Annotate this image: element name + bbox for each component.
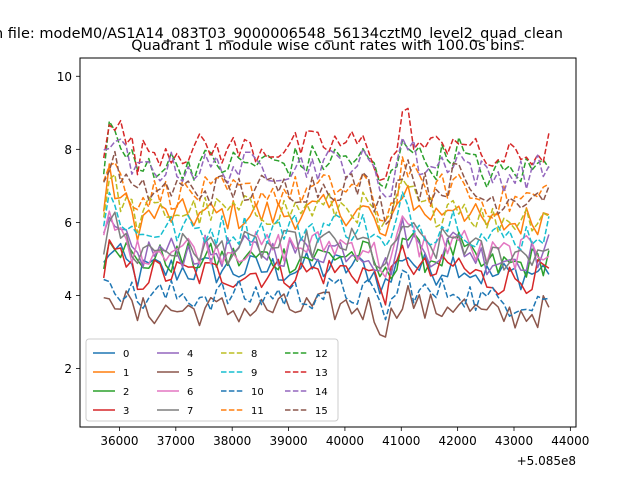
series-lines — [102, 107, 550, 338]
legend-label-1: 1 — [123, 368, 129, 379]
legend-label-12: 12 — [315, 349, 328, 360]
y-axis: 2 4 6 8 10 — [57, 70, 80, 376]
series-line-8 — [102, 173, 550, 234]
x-tick-label: 36000 — [100, 434, 138, 448]
y-tick-label: 10 — [57, 70, 72, 84]
plot-frame — [79, 57, 577, 428]
series-line-3 — [102, 239, 550, 306]
series-line-5 — [103, 284, 550, 338]
series-line-7 — [102, 211, 550, 271]
legend-label-2: 2 — [123, 387, 129, 398]
legend-label-14: 14 — [315, 387, 328, 398]
legend-label-5: 5 — [187, 368, 193, 379]
legend-label-11: 11 — [251, 406, 264, 417]
legend-label-10: 10 — [251, 387, 264, 398]
legend-label-9: 9 — [251, 368, 257, 379]
legend-label-6: 6 — [187, 387, 193, 398]
x-tick-label: 38000 — [213, 434, 251, 448]
series-line-12 — [102, 120, 550, 189]
x-tick-label: 37000 — [157, 434, 195, 448]
x-tick-label: 40000 — [326, 434, 364, 448]
legend-box — [85, 338, 339, 422]
y-tick-label: 6 — [64, 216, 72, 230]
series-line-11 — [102, 156, 550, 222]
y-tick-label: 4 — [64, 289, 72, 303]
legend-label-7: 7 — [187, 406, 193, 417]
x-tick-label: 39000 — [269, 434, 307, 448]
legend-label-3: 3 — [123, 406, 129, 417]
x-tick-label: 42000 — [439, 434, 477, 448]
x-offset-label: +5.085e8 — [517, 454, 576, 468]
series-line-10 — [103, 269, 550, 321]
y-tick-label: 2 — [64, 362, 72, 376]
figure-suptitle: n file: modeM0/AS1A14_083T03_9000006548_… — [0, 26, 563, 42]
x-axis: 36000 37000 38000 39000 40000 41000 42000 43000… — [100, 427, 589, 448]
legend-label-13: 13 — [315, 368, 328, 379]
legend-label-0: 0 — [123, 349, 129, 360]
y-tick-label: 8 — [64, 143, 72, 157]
legend-label-15: 15 — [315, 406, 328, 417]
chart-title: Quadrant 1 module wise count rates with … — [131, 38, 525, 54]
x-tick-label: 43000 — [495, 434, 533, 448]
x-tick-label: 41000 — [382, 434, 420, 448]
series-line-6 — [102, 210, 550, 278]
series-line-14 — [103, 137, 550, 198]
legend-label-8: 8 — [251, 349, 257, 360]
series-line-9 — [102, 191, 550, 251]
legend-label-4: 4 — [187, 349, 193, 360]
x-tick-label: 44000 — [551, 434, 589, 448]
series-line-13 — [102, 107, 550, 181]
series-line-15 — [103, 150, 550, 226]
